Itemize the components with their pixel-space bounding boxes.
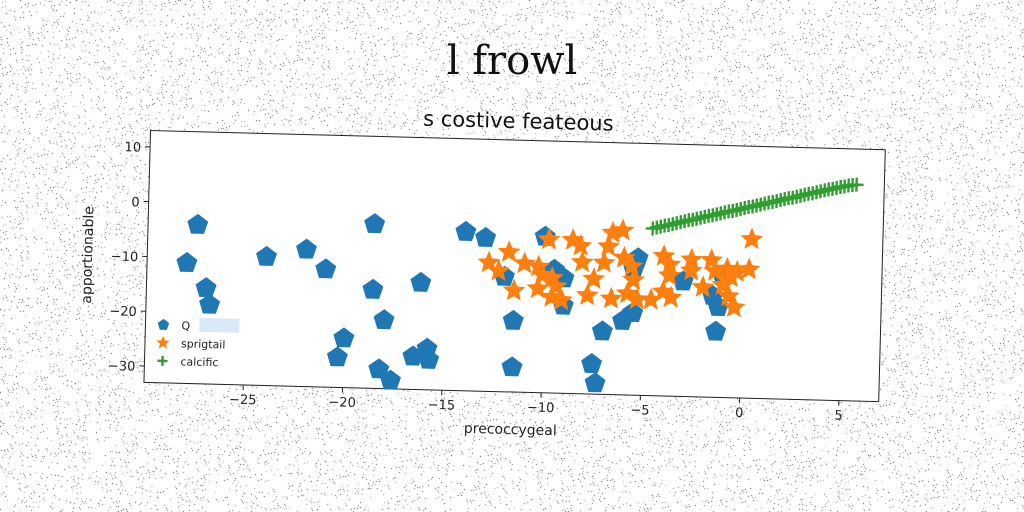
y-tick-label: 0 bbox=[131, 195, 140, 210]
data-point bbox=[658, 252, 682, 275]
legend-marker bbox=[157, 318, 170, 330]
data-point bbox=[537, 227, 561, 250]
data-point bbox=[703, 259, 727, 282]
data-point bbox=[570, 250, 594, 273]
data-point bbox=[591, 320, 613, 341]
data-point bbox=[333, 327, 355, 348]
legend-label: sprigtail bbox=[181, 337, 226, 351]
x-tick-label: −25 bbox=[229, 393, 257, 409]
data-point bbox=[612, 245, 636, 268]
y-axis-label: apportionable bbox=[79, 206, 98, 304]
y-tick-label: −20 bbox=[109, 304, 137, 320]
legend-label: Q bbox=[181, 319, 190, 332]
data-point bbox=[719, 265, 743, 288]
data-point bbox=[680, 247, 704, 270]
data-point bbox=[497, 240, 521, 263]
data-point bbox=[622, 301, 644, 323]
data-point bbox=[296, 238, 317, 259]
data-point bbox=[176, 251, 198, 273]
data-point bbox=[475, 226, 497, 247]
data-point bbox=[615, 281, 639, 304]
data-point bbox=[576, 283, 599, 306]
x-tick-label: −10 bbox=[527, 400, 555, 416]
data-point bbox=[402, 345, 424, 366]
data-point bbox=[639, 287, 663, 310]
data-point bbox=[601, 221, 625, 243]
data-point bbox=[582, 267, 606, 290]
data-point bbox=[658, 263, 681, 286]
data-point bbox=[380, 369, 401, 390]
data-point bbox=[477, 250, 501, 273]
data-point bbox=[561, 228, 585, 251]
series-Q bbox=[176, 213, 734, 393]
data-point bbox=[652, 244, 676, 267]
chart-title: s costive feateous bbox=[423, 107, 614, 136]
data-point bbox=[501, 356, 523, 377]
y-tick-label: −10 bbox=[111, 249, 139, 265]
data-point bbox=[849, 177, 864, 192]
axis-ticks: −25 −20 −15 −10 −5 0 5 10 0 −10 −20 −30 bbox=[108, 140, 843, 423]
data-point bbox=[599, 286, 623, 309]
data-point bbox=[722, 295, 746, 318]
data-point bbox=[581, 353, 603, 374]
data-point bbox=[364, 213, 386, 234]
x-tick-label: −15 bbox=[427, 398, 455, 414]
x-tick-label: −5 bbox=[630, 403, 650, 418]
data-point bbox=[502, 278, 526, 301]
series-sprigtail bbox=[477, 218, 764, 318]
data-point bbox=[362, 278, 384, 299]
data-point bbox=[705, 320, 727, 341]
x-tick-label: 0 bbox=[735, 406, 744, 421]
data-point bbox=[659, 285, 683, 308]
data-point bbox=[416, 337, 438, 358]
legend-marker bbox=[156, 335, 170, 349]
data-point bbox=[592, 250, 616, 273]
x-tick-label: −20 bbox=[328, 395, 356, 411]
legend-redaction bbox=[199, 317, 240, 333]
data-point bbox=[680, 258, 703, 281]
data-point bbox=[502, 309, 524, 330]
y-tick-label: 10 bbox=[124, 140, 141, 155]
x-axis-label: precoccygeal bbox=[464, 421, 557, 439]
data-point bbox=[513, 251, 537, 274]
data-point bbox=[187, 213, 209, 234]
data-point bbox=[700, 248, 724, 271]
data-point bbox=[569, 233, 593, 256]
data-point bbox=[620, 254, 644, 277]
data-point bbox=[717, 284, 740, 307]
data-point bbox=[326, 346, 348, 367]
data-point bbox=[711, 273, 735, 296]
data-point bbox=[737, 257, 761, 280]
x-tick-label: 5 bbox=[834, 408, 843, 423]
data-point bbox=[455, 220, 477, 241]
data-point bbox=[256, 245, 278, 266]
series-calcific bbox=[645, 177, 864, 236]
data-point bbox=[410, 271, 432, 292]
data-point bbox=[691, 275, 715, 298]
data-point bbox=[611, 218, 635, 241]
figure-suptitle: l frowl bbox=[446, 38, 578, 84]
data-point bbox=[487, 259, 511, 282]
data-point bbox=[651, 279, 675, 302]
data-point bbox=[195, 277, 217, 298]
data-point bbox=[199, 293, 221, 314]
data-point bbox=[368, 358, 390, 379]
data-point bbox=[584, 372, 606, 393]
y-tick-label: −30 bbox=[108, 359, 136, 375]
data-point bbox=[526, 276, 550, 299]
data-point bbox=[373, 309, 395, 330]
data-marks bbox=[176, 177, 864, 393]
data-point bbox=[315, 258, 337, 279]
data-point bbox=[597, 234, 621, 257]
legend-marker bbox=[157, 355, 168, 366]
data-point bbox=[550, 288, 573, 311]
data-point bbox=[625, 287, 649, 310]
legend-label: calcific bbox=[180, 355, 218, 369]
data-point bbox=[540, 285, 564, 308]
data-point bbox=[725, 259, 749, 282]
data-point bbox=[740, 227, 764, 250]
